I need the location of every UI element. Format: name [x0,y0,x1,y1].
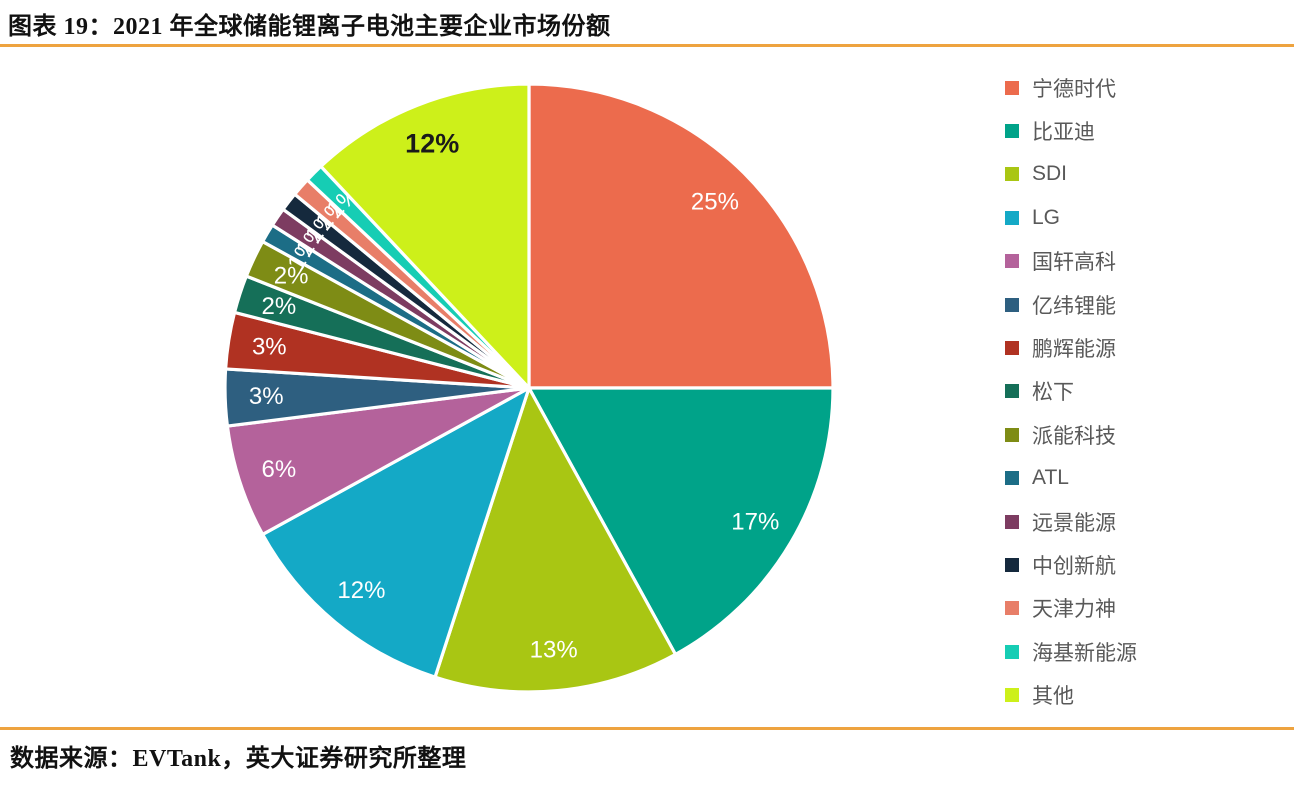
legend-item: 宁德时代 [1005,66,1285,109]
legend-item: 其他 [1005,673,1285,716]
legend-swatch [1005,644,1019,659]
legend-item: 天津力神 [1005,587,1285,630]
legend-item: 比亚迪 [1005,109,1285,152]
pie-slice-label: 2% [262,293,297,320]
legend-item: 鹏辉能源 [1005,326,1285,369]
pie-slice [319,82,531,390]
legend-item: ATL [1005,457,1285,500]
legend-item: SDI [1005,153,1285,196]
legend-label: 亿纬锂能 [1032,294,1116,318]
footer-divider [0,727,1294,730]
legend-label: SDI [1032,162,1068,186]
pie-slice-label: 12% [405,129,459,159]
title-divider [0,44,1294,47]
legend-label: 比亚迪 [1032,121,1095,145]
pie-slice [261,386,531,679]
legend-swatch [1005,254,1019,269]
legend-label: 海基新能源 [1032,641,1137,665]
legend-label: LG [1032,205,1061,229]
figure-title: 图表 19：2021 年全球储能锂离子电池主要企业市场份额 [8,14,611,40]
pie-slice [527,82,835,390]
legend-swatch [1005,297,1019,312]
pie-slice [527,386,835,656]
legend-label: 国轩高科 [1032,251,1116,275]
legend-swatch [1005,210,1019,225]
legend-label: 远景能源 [1032,511,1116,535]
legend-item: 海基新能源 [1005,630,1285,673]
pie-slice-label: 13% [530,636,578,663]
legend-label: 宁德时代 [1032,77,1116,101]
legend-item: 中创新航 [1005,543,1285,586]
legend-item: 国轩高科 [1005,240,1285,283]
legend-item: 派能科技 [1005,413,1285,456]
pie-slice-label: 25% [691,189,739,216]
legend-swatch [1005,80,1019,95]
pie-slice-label: 3% [249,383,284,410]
pie-slice-label: 2% [274,263,309,290]
legend-swatch [1005,514,1019,529]
pie-slice [433,386,678,694]
legend-swatch [1005,557,1019,572]
legend-item: 亿纬锂能 [1005,283,1285,326]
legend-swatch [1005,384,1019,399]
legend-label: 松下 [1032,381,1074,405]
legend-label: ATL [1032,466,1069,490]
legend-swatch [1005,688,1019,703]
pie-slice-label: 12% [337,577,385,604]
legend-label: 派能科技 [1032,424,1116,448]
legend-swatch [1005,427,1019,442]
legend-label: 鹏辉能源 [1032,338,1116,362]
pie-chart: 25%17%13%12%6%3%3%2%2%1%1%1%1%1%12% [223,82,835,694]
legend-label: 其他 [1032,685,1074,709]
legend-item: LG [1005,196,1285,239]
legend-item: 远景能源 [1005,500,1285,543]
legend-swatch [1005,167,1019,182]
legend-item: 松下 [1005,370,1285,413]
legend-swatch [1005,124,1019,139]
legend-swatch [1005,341,1019,356]
legend-label: 天津力神 [1032,598,1116,622]
pie-slice-label: 6% [262,456,297,483]
legend: 宁德时代比亚迪 SDI LG 国轩高科亿纬锂能鹏辉能源松下派能科技 ATL 远景能源中创新… [1005,66,1285,717]
legend-swatch [1005,601,1019,616]
pie-slice-label: 17% [731,508,779,535]
legend-swatch [1005,471,1019,486]
source-note: 数据来源：EVTank，英大证券研究所整理 [10,746,467,772]
legend-label: 中创新航 [1032,554,1116,578]
pie-slice-label: 3% [252,333,287,360]
